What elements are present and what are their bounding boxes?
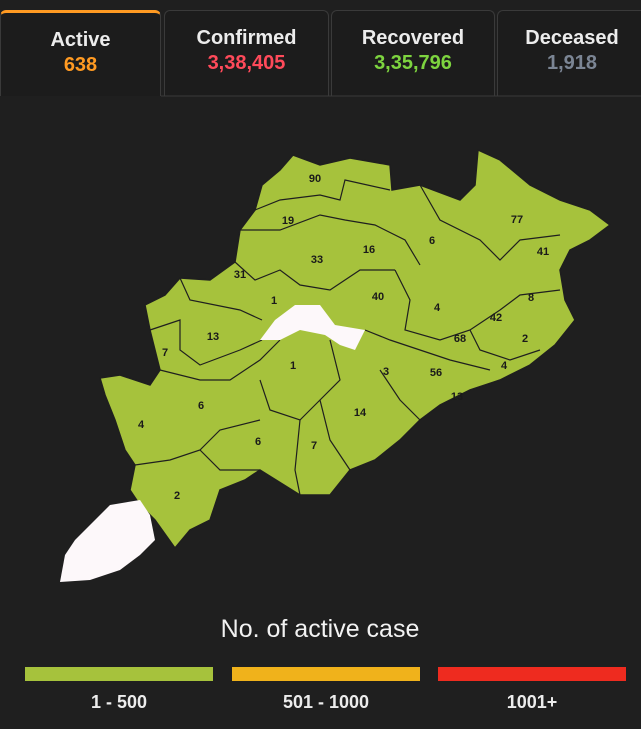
district-value: 33 [311,254,323,266]
district-value: 16 [363,244,375,256]
district-value: 2 [522,333,528,345]
legend-label: 1 - 500 [91,692,147,712]
district-value: 31 [234,269,246,281]
district-value: 40 [372,291,384,303]
district-value: 42 [490,312,502,324]
district-value: 4 [138,419,145,431]
tab-value: 3,38,405 [207,52,286,74]
tab-label: Active [50,29,111,51]
no-data-region [60,500,155,582]
district-value: 13 [207,331,219,343]
legend-label: 501 - 1000 [283,692,369,712]
district-value: 1 [271,295,277,307]
district-value: 3 [383,366,389,378]
district-value: 8 [528,292,534,304]
district-value: 1 [290,360,296,372]
district-value: 19 [282,215,294,227]
tab-value: 638 [63,54,98,76]
tab-label: Deceased [525,27,619,49]
tab-value: 1,918 [546,52,598,74]
legend-swatch [25,667,213,681]
district-value: 41 [537,246,549,258]
district-value: 6 [255,436,261,448]
legend-title: No. of active case [221,615,420,643]
no-data-region [260,305,365,350]
district-borders [134,179,561,496]
district-value: 7 [311,440,317,452]
district-value: 4 [501,360,508,372]
district-value: 7 [162,347,168,359]
district-value: 56 [430,367,442,379]
district-value: 90 [309,173,321,185]
tab[interactable]: Deceased 1,918 [497,10,641,96]
tab-label: Confirmed [196,27,297,49]
district-value: 6 [429,235,435,247]
district-value: 2 [174,490,180,502]
legend-swatch [232,667,420,681]
district-value: 14 [354,407,367,419]
tab[interactable]: Active 638 [0,10,161,96]
district-value: 68 [454,333,466,345]
district-value: 77 [511,214,523,226]
legend-label: 1001+ [507,692,558,712]
tab-value: 3,35,796 [374,52,452,74]
tab-label: Recovered [361,27,465,49]
district-value: 13 [451,391,463,403]
district-value: 6 [198,400,204,412]
tab[interactable]: Confirmed 3,38,405 [164,10,329,96]
legend-swatch [438,667,626,681]
tab[interactable]: Recovered 3,35,796 [331,10,495,96]
district-value: 4 [434,302,441,314]
